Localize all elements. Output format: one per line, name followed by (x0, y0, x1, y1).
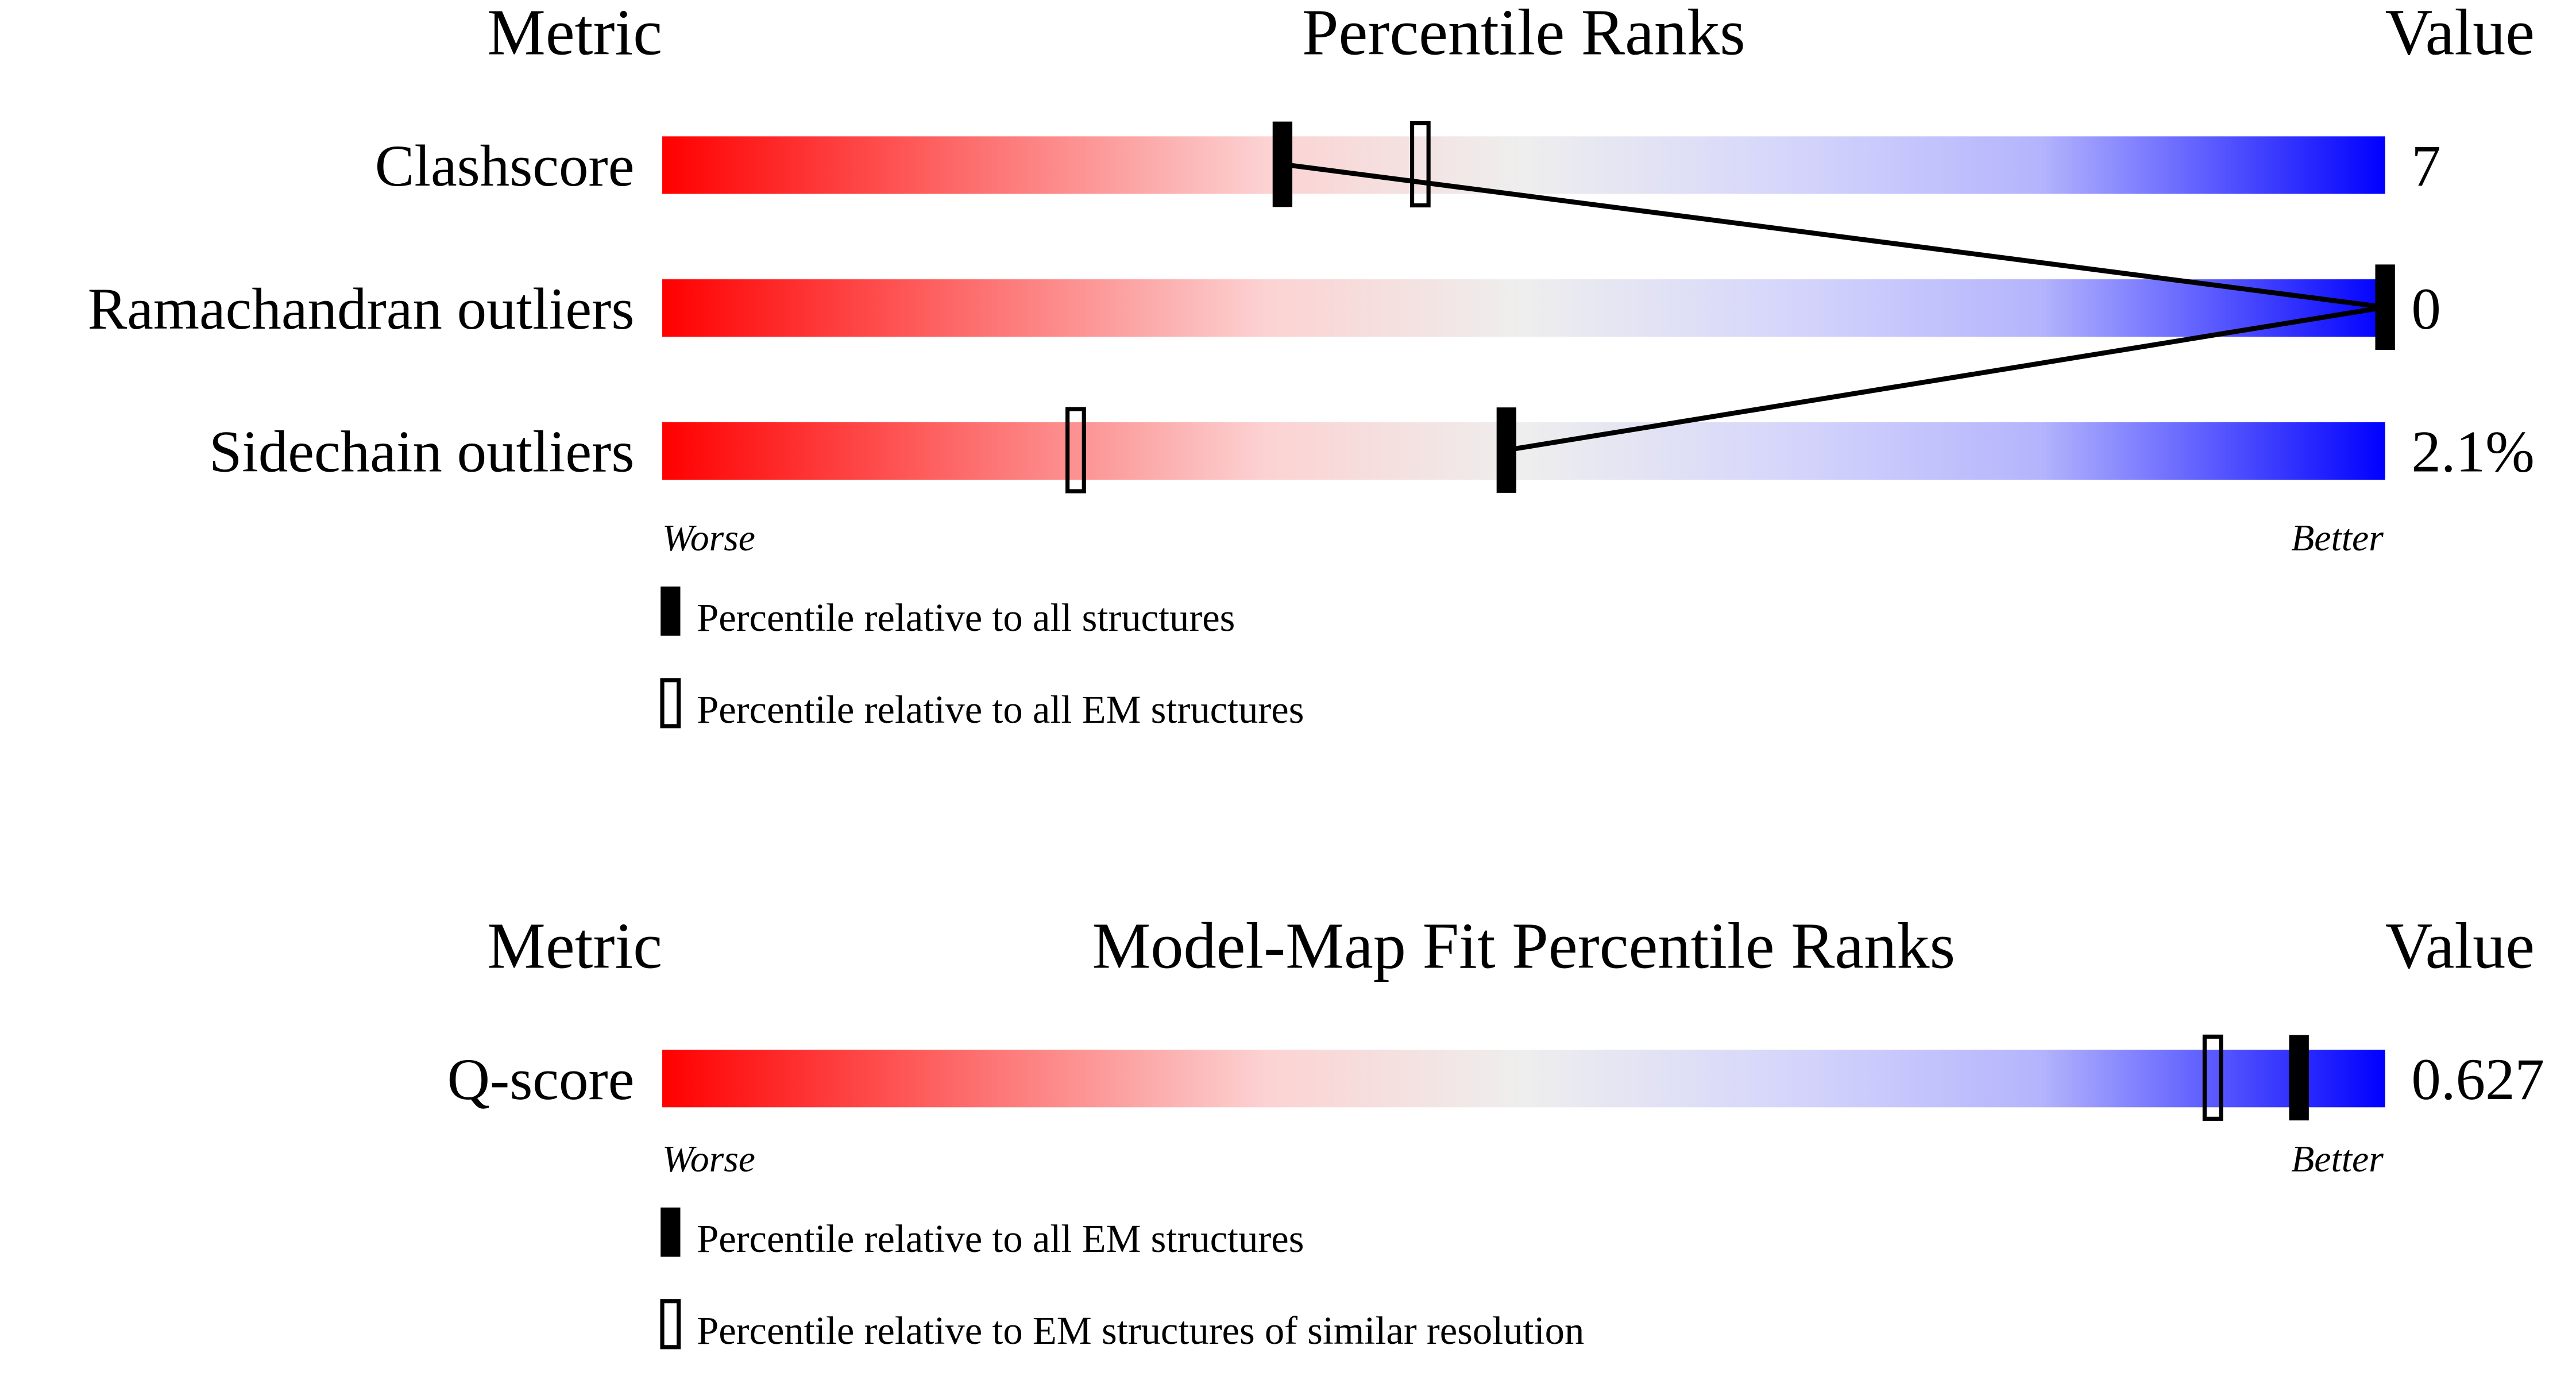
percentile-bar (662, 136, 2385, 194)
metric-value: 0 (2411, 276, 2440, 342)
hollow-marker (2202, 1034, 2223, 1121)
chart-panel-0: Metric Percentile Ranks Value Clashscore 7 Ra… (88, 0, 2535, 731)
metric-label: Q-score (447, 1047, 635, 1112)
filled-marker (2289, 1035, 2309, 1121)
metric-label: Sidechain outliers (209, 419, 634, 485)
percentile-bar (662, 422, 2385, 480)
legend-filled-marker (661, 1207, 681, 1257)
legend-label: Percentile relative to all EM structures (697, 688, 1304, 731)
legend-label: Percentile relative to all structures (697, 596, 1235, 639)
value-header: Value (2385, 909, 2535, 982)
connector-line (1282, 161, 2386, 310)
chart-panel-1: Metric Model-Map Fit Percentile Ranks Valu… (447, 909, 2544, 1352)
connector-line (1506, 304, 2386, 453)
hollow-marker (1409, 121, 1431, 208)
metric-header: Metric (487, 909, 662, 982)
legend-hollow-marker (660, 1299, 681, 1350)
metric-label: Clashscore (375, 133, 635, 199)
percentile-bar (662, 279, 2385, 337)
chart-title: Percentile Ranks (1302, 0, 1745, 68)
better-label: Better (2291, 517, 2384, 559)
metric-value: 7 (2411, 133, 2440, 199)
legend-filled-marker (661, 586, 681, 636)
metric-value: 0.627 (2411, 1047, 2544, 1112)
metric-label: Ramachandran outliers (88, 276, 635, 342)
legend-label: Percentile relative to EM structures of … (697, 1309, 1584, 1352)
percentile-bar (662, 1050, 2385, 1108)
chart-title: Model-Map Fit Percentile Ranks (1092, 909, 1956, 982)
worse-label: Worse (662, 1138, 755, 1180)
metric-value: 2.1% (2411, 419, 2534, 485)
legend-hollow-marker (660, 678, 681, 728)
hollow-marker (1065, 407, 1086, 494)
metric-header: Metric (487, 0, 662, 68)
better-label: Better (2291, 1138, 2384, 1180)
legend-label: Percentile relative to all EM structures (697, 1217, 1304, 1260)
value-header: Value (2385, 0, 2535, 68)
worse-label: Worse (662, 517, 755, 559)
